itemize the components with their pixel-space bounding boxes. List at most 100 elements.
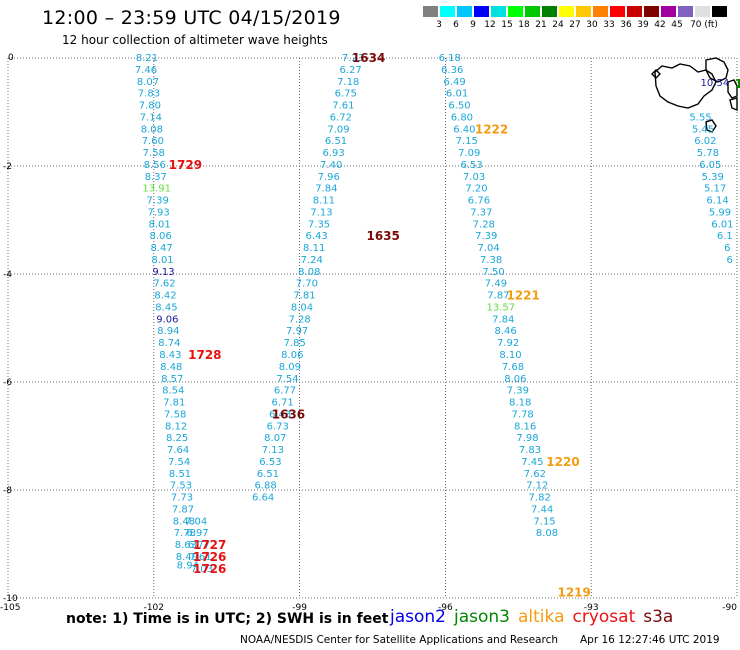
color-scale-legend: 3 6 9 12 15 18 21 24 27 30 33 36 39 42 45 70 (ft) (422, 5, 728, 30)
x-tick-label: -102 (144, 603, 164, 613)
color-swatch (626, 5, 643, 18)
pass-time-label: 1636 (272, 407, 305, 421)
wave-height-value: 7.84 (315, 184, 337, 195)
wave-height-value: 7.18 (337, 77, 359, 88)
wave-height-value: 7.64 (167, 445, 189, 456)
wave-height-value: 7.15 (533, 516, 555, 527)
wave-height-value: 7.09 (327, 124, 349, 135)
wave-height-value: 6.18 (439, 53, 461, 64)
wave-height-value: 8.08 (536, 528, 558, 539)
wave-height-value: 7.62 (153, 279, 175, 290)
color-swatch (456, 5, 473, 18)
wave-height-value: 6.43 (305, 231, 327, 242)
pass-time-label: 1729 (169, 158, 202, 172)
wave-height-value: 8.06 (149, 231, 171, 242)
wave-height-value: 8.74 (158, 338, 180, 349)
land-outline (654, 63, 717, 109)
wave-height-value: 8.37 (145, 172, 167, 183)
wave-height-value: 7.82 (529, 493, 551, 504)
wave-height-value: 7.13 (262, 445, 284, 456)
wave-height-value: 6.51 (325, 136, 347, 147)
wave-height-value: 6.1 (717, 231, 733, 242)
wave-height-value: 6.50 (448, 101, 470, 112)
color-swatch (592, 5, 609, 18)
x-tick-label: -105 (0, 603, 20, 613)
wave-height-value: 7.39 (147, 196, 169, 207)
land-outline (651, 69, 661, 79)
legend-entry-s3a: s3a (643, 607, 674, 627)
pass-time-label: 1221 (506, 289, 539, 303)
wave-height-value: 5.45 (692, 124, 714, 135)
wave-height-value: 6.53 (461, 160, 483, 171)
wave-height-value: 7.81 (293, 291, 315, 302)
satellite-legend: jason2 jason3 altika cryosat s3a (390, 607, 681, 627)
wave-height-value: 6.97 (186, 528, 208, 539)
wave-height-value: 7.87 (487, 291, 509, 302)
wave-height-value: 13.91 (142, 184, 171, 195)
wave-height-value: 7.39 (507, 386, 529, 397)
wave-height-value: 6.40 (453, 124, 475, 135)
wave-height-value: 8.94 (177, 561, 199, 572)
x-tick-label: -93 (584, 603, 599, 613)
color-scale-tick-label: 27 (569, 20, 581, 30)
wave-height-value: 7.40 (320, 160, 342, 171)
generation-timestamp: Apr 16 12:27:46 UTC 2019 (580, 634, 720, 646)
wave-height-value: 7.98 (516, 433, 538, 444)
wave-height-value: 7.20 (465, 184, 487, 195)
wave-height-value: 8.51 (169, 469, 191, 480)
wave-height-value: 7.39 (475, 231, 497, 242)
wave-height-value: 5.99 (709, 207, 731, 218)
legend-entry-altika: altika (518, 607, 565, 627)
legend-entry-jason3: jason3 (454, 607, 510, 627)
color-swatch (541, 5, 558, 18)
wave-height-value: 5.39 (702, 172, 724, 183)
wave-height-value: 6.43 (269, 409, 291, 420)
y-tick-label: -4 (3, 270, 12, 280)
wave-height-value: 7.50 (482, 267, 504, 278)
pass-time-label: 1727 (193, 538, 226, 552)
color-swatch (473, 5, 490, 18)
y-tick-label: -10 (3, 594, 18, 604)
color-scale-tick-label: 9 (470, 20, 476, 30)
wave-height-value: 8.01 (148, 219, 170, 230)
wave-height-value: 7.92 (497, 338, 519, 349)
wave-height-value: 7.03 (463, 172, 485, 183)
land-area-label: 161 (735, 77, 740, 91)
wave-height-value: 8.07 (137, 77, 159, 88)
color-scale-tick-label: 30 (586, 20, 598, 30)
wave-height-value: 7.96 (318, 172, 340, 183)
wave-height-value: 8.10 (499, 350, 521, 361)
color-scale-tick-label: 70 (ft) (690, 20, 718, 30)
wave-height-value: 6.64 (252, 493, 274, 504)
wave-height-value: 9.13 (152, 267, 174, 278)
color-scale-tick-label: 45 (671, 20, 683, 30)
land-area-label: 10.54 (701, 78, 730, 89)
color-scale-tick-label: 3 (436, 20, 442, 30)
wave-height-value: 8.48 (160, 362, 182, 373)
wave-height-value: 7.97 (286, 326, 308, 337)
wave-height-value: 6.36 (441, 65, 463, 76)
color-scale-tick-label: 39 (637, 20, 649, 30)
color-scale-labels: 3 6 9 12 15 18 21 24 27 30 33 36 39 42 45 70 (ft) (422, 18, 728, 30)
wave-height-value: 6.72 (330, 112, 352, 123)
wave-height-value: 6.01 (446, 89, 468, 100)
wave-height-value: 7.61 (189, 552, 211, 563)
color-scale-tick-label: 36 (620, 20, 632, 30)
pass-time-label: 1728 (188, 348, 221, 362)
wave-height-value: 7.28 (288, 314, 310, 325)
wave-height-value: 8.01 (151, 255, 173, 266)
wave-height-value: 5.17 (704, 184, 726, 195)
wave-height-value: 8.42 (154, 291, 176, 302)
wave-height-value: 8.25 (166, 433, 188, 444)
wave-height-value: 5.55 (689, 112, 711, 123)
y-tick-label: -6 (3, 378, 12, 388)
wave-height-value: 7.04 (478, 243, 500, 254)
wave-height-value: 7.38 (480, 255, 502, 266)
wave-height-value: 7.70 (296, 279, 318, 290)
color-swatch (558, 5, 575, 18)
wave-height-value: 7.37 (470, 207, 492, 218)
wave-height-value: 7.73 (171, 493, 193, 504)
wave-height-value: 7.45 (521, 457, 543, 468)
color-scale-tick-label: 42 (654, 20, 666, 30)
wave-height-value: 8.21 (136, 53, 158, 64)
